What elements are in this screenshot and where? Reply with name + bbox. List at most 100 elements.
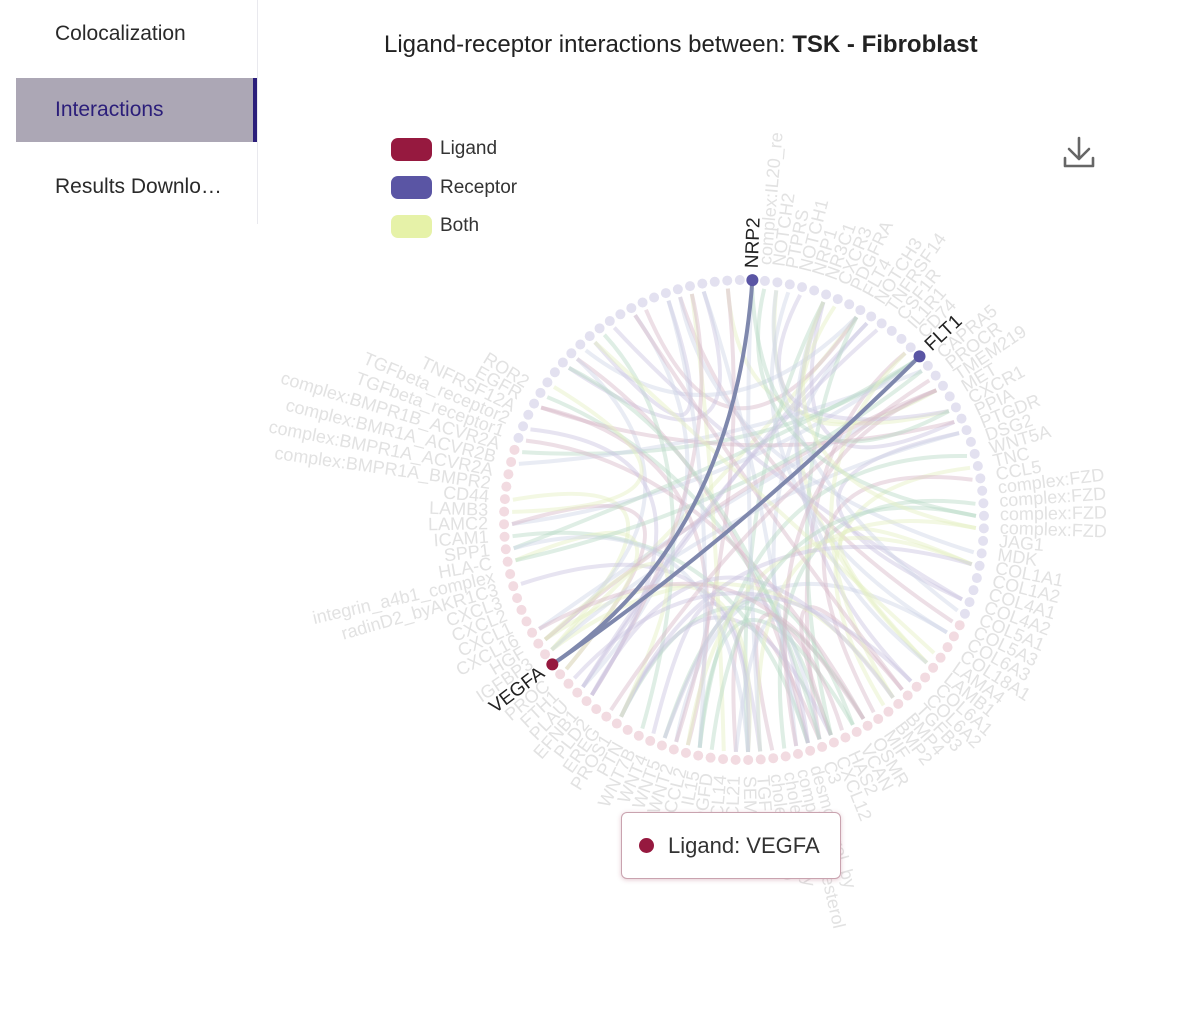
chord-link-faded [725, 288, 950, 426]
chord-link-faded [515, 369, 923, 563]
tooltip: Ligand: VEGFA [621, 812, 841, 879]
chord-node-dot [572, 687, 583, 698]
chord-link-faded [590, 575, 895, 699]
chord-link-faded [709, 505, 977, 750]
chord-link-faded [546, 395, 833, 736]
legend-swatch-ligand [391, 137, 432, 161]
chord-link-faded [833, 465, 971, 707]
sidebar-item-interactions[interactable]: Interactions [16, 78, 257, 142]
chord-node-highlighted [546, 658, 559, 671]
chord-link-faded [662, 597, 855, 739]
chord-node-dot [668, 744, 679, 755]
chord-node-dot [797, 282, 808, 293]
chord-node-dot [911, 681, 922, 692]
chord-link-faded [619, 615, 833, 736]
chord-node-label: LAMC2 [428, 513, 488, 534]
chord-node-dot [722, 275, 733, 286]
chord-node-dot [976, 548, 987, 559]
chord-link-faded [782, 388, 938, 747]
legend-label-both: Both [440, 215, 480, 237]
chord-node-dot [499, 531, 510, 542]
chord-link-faded [771, 321, 869, 744]
chord-node-dot [529, 398, 540, 409]
chord-link-faded [771, 289, 959, 613]
chord-link-faded [799, 605, 904, 736]
chord-node-dot [972, 461, 983, 472]
chord-node-dot [784, 279, 795, 290]
chord-node-dot [743, 754, 754, 765]
chord-node-dot [968, 585, 979, 596]
chord-node-dot [637, 297, 648, 308]
chord-node-dot [876, 318, 887, 329]
chord-links [511, 278, 977, 753]
chord-node-dot [601, 711, 612, 722]
chord-node-dot [680, 747, 691, 758]
chord-node-dot [611, 718, 622, 729]
chord-node-dot [792, 748, 803, 759]
chord-node-dot [759, 275, 770, 286]
legend-swatch-receptor [391, 176, 432, 200]
chord-link-faded [512, 385, 644, 514]
chord-node-dot [734, 275, 745, 286]
legend-item-receptor[interactable]: Receptor [391, 169, 517, 208]
chord-node-dot [866, 311, 877, 322]
chord-node-dot [563, 678, 574, 689]
chord-node-dot [851, 726, 862, 737]
chord-link-faded [776, 293, 950, 422]
chord-link-faded [590, 293, 704, 697]
chord-link-faded [619, 544, 973, 718]
chord-node-dot [862, 720, 873, 731]
legend-item-both[interactable]: Both [391, 207, 517, 246]
chord-node-dot [780, 751, 791, 762]
chord-node-dot [649, 292, 660, 303]
chord-node-dot [828, 737, 839, 748]
chord-link-faded [756, 519, 977, 752]
legend-item-ligand[interactable]: Ligand [391, 130, 517, 169]
download-button[interactable] [1062, 134, 1096, 170]
chord-link-faded [793, 301, 929, 665]
chord-node-dot [594, 323, 605, 334]
chord-node-dot [499, 506, 510, 517]
chord-link-faded [794, 301, 913, 683]
chord-node-dot [516, 604, 527, 615]
sidebar-nav: Colocalization Interactions Results Down… [0, 0, 258, 224]
chord-node-dot [626, 303, 637, 314]
chord-link-faded [550, 315, 859, 652]
chord-link-faded [581, 313, 690, 689]
chord-node-dot [697, 278, 708, 289]
chord-link-faded [769, 291, 948, 635]
chord-link-faded [540, 405, 955, 448]
chord-link-faded [567, 366, 822, 740]
chord-link-faded [777, 498, 976, 749]
chord-node-dot [937, 380, 948, 391]
chord-node-dot [817, 741, 828, 752]
chord-node-dot [540, 649, 551, 660]
chord-node-dot [755, 754, 766, 765]
chord-link-faded [666, 300, 708, 748]
chord-node-dot [954, 620, 965, 631]
chord-link-faded [829, 351, 907, 699]
chord-node-dot [920, 672, 931, 683]
chord-node-dot [935, 652, 946, 663]
chord-node-dot [840, 732, 851, 743]
chord-node-dot [513, 432, 524, 443]
chord-node-dot [656, 740, 667, 751]
chord-node-dot [965, 436, 976, 447]
chord-node-dot [622, 724, 633, 735]
chord-node-dot [549, 367, 560, 378]
chord-link-faded [697, 618, 855, 748]
chord-node-dot [768, 753, 779, 764]
chord-link-faded [689, 293, 726, 752]
chord-node-dot [942, 642, 953, 653]
chord-node-label: JAG1 [998, 531, 1045, 555]
chord-link-faded [733, 617, 822, 753]
chord-link-faded [809, 301, 956, 450]
chord-node-dot [964, 597, 975, 608]
chord-node-dot [535, 387, 546, 398]
legend-swatch-both [391, 214, 432, 238]
chord-node-dot [971, 573, 982, 584]
chord-node-dot [956, 413, 967, 424]
chord-node-label-highlighted: NRP2 [742, 217, 765, 268]
chord-node-dot [604, 316, 615, 327]
chord-node-dot [969, 448, 980, 459]
